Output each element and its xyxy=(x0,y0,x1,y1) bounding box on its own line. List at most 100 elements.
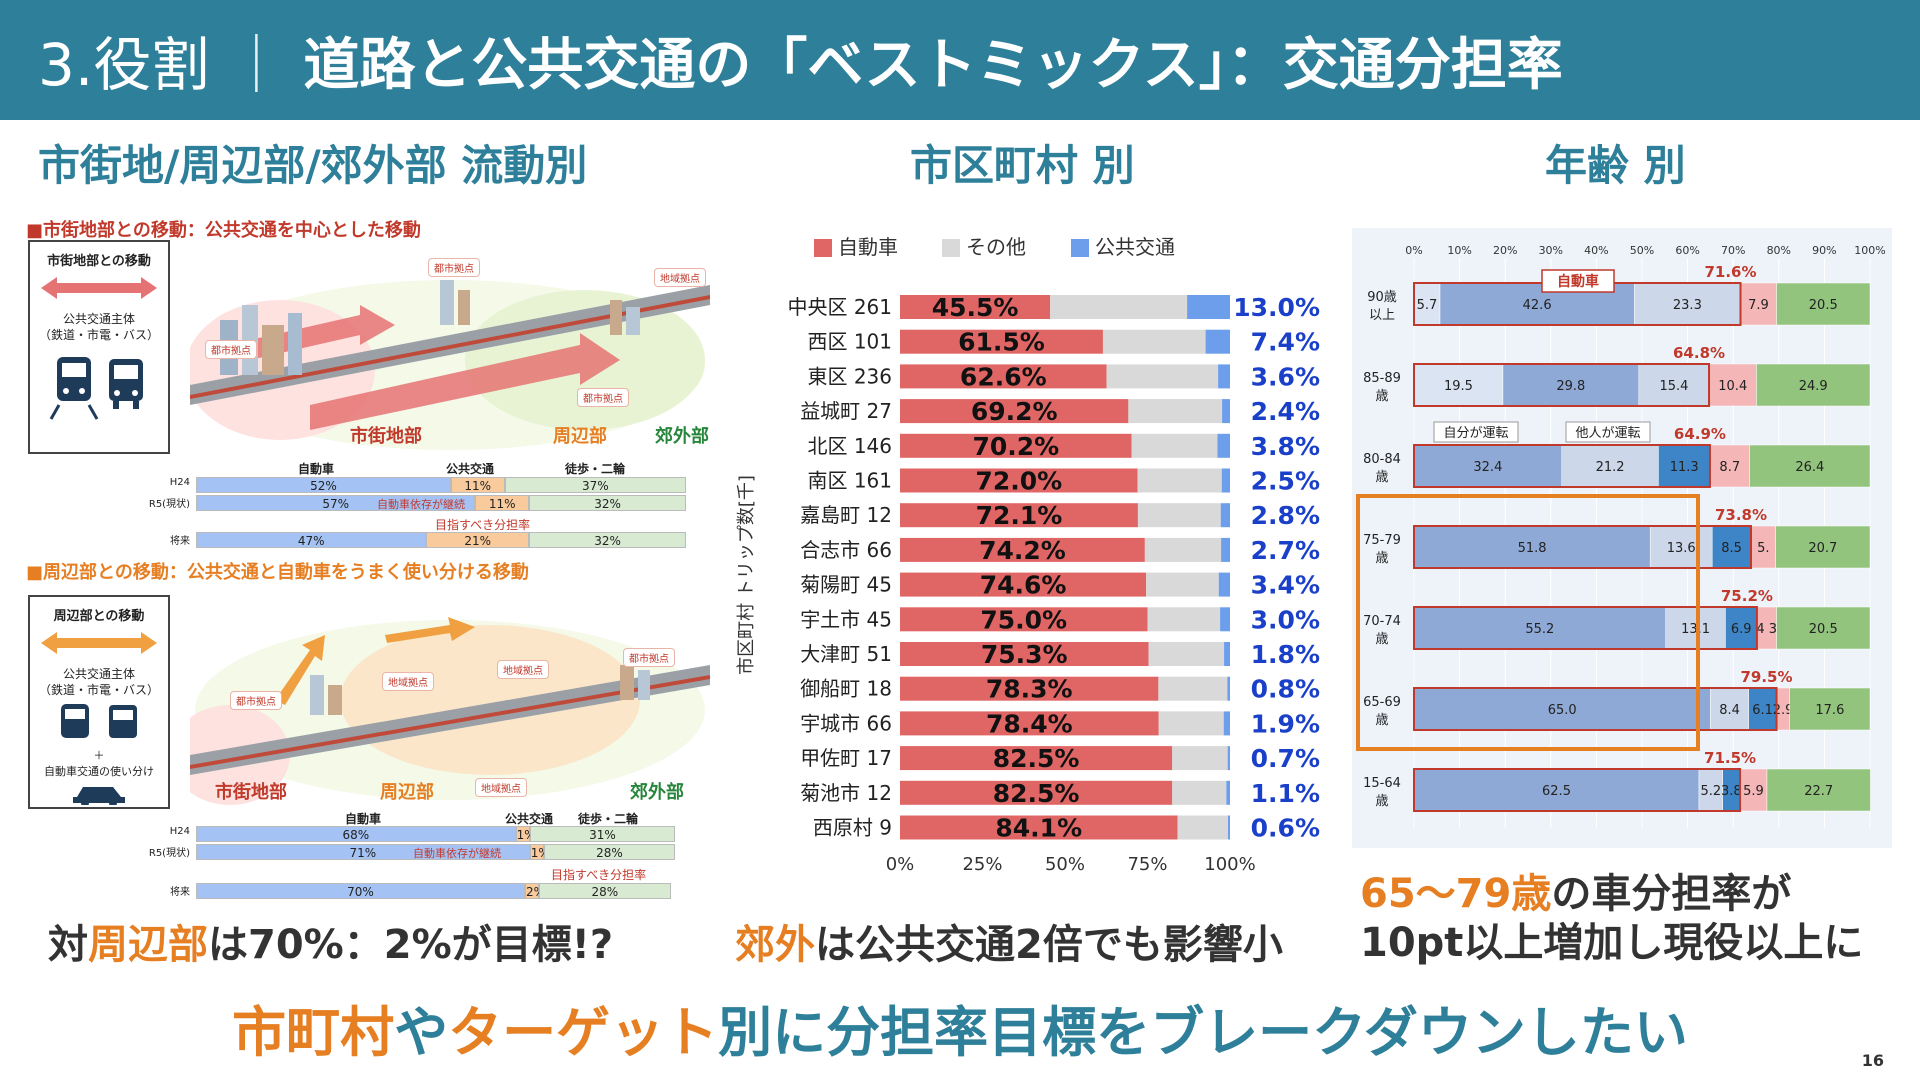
upper-row-label: 将来 xyxy=(170,536,190,547)
upper-tag-2: 地域拠点 xyxy=(654,268,706,287)
car-share-label: 84.1% xyxy=(995,814,1082,843)
bar-car xyxy=(900,572,1147,597)
bar-public xyxy=(1217,433,1230,458)
car-share-label: 69.2% xyxy=(971,397,1058,426)
upper-tag-3: 都市拠点 xyxy=(205,340,257,359)
bar-car xyxy=(900,537,1145,562)
car-total-label: 64.9% xyxy=(1674,425,1726,443)
car-total-label: 71.6% xyxy=(1704,263,1756,281)
x-tick-label: 50% xyxy=(1630,244,1654,257)
category-label: 菊池市 12 xyxy=(800,781,892,805)
age-segment-label: 29.8 xyxy=(1556,379,1585,394)
age-bar-segment xyxy=(1711,525,1752,569)
age-segment-label: 51.8 xyxy=(1518,541,1547,556)
car-share-label: 82.5% xyxy=(993,779,1080,808)
age-category-label: 75-79 xyxy=(1363,533,1401,548)
bar-public xyxy=(1218,364,1230,389)
lower-col-pt: 公共交通 xyxy=(505,812,554,826)
lower-row: R5(現状) 71% 1% 28% xyxy=(149,844,676,860)
x-tick-label: 100% xyxy=(1854,244,1885,257)
category-label: 大津町 51 xyxy=(800,642,892,666)
lower-seg-car: 68% xyxy=(196,826,516,842)
public-share-label: 3.8% xyxy=(1251,432,1320,461)
age-segment-label: 2.9 xyxy=(1773,703,1794,718)
bar-other xyxy=(1146,572,1219,597)
public-share-label: 1.1% xyxy=(1251,779,1320,808)
bar-public xyxy=(1224,642,1230,666)
age-segment-label: 7.9 xyxy=(1748,298,1769,313)
category-label: 甲佐町 17 xyxy=(800,746,892,770)
upper-row: H24 52% 11% 37% xyxy=(170,477,686,493)
x-tick-label: 30% xyxy=(1539,244,1563,257)
lower-box-sub-3: 自動車交通の使い分け xyxy=(44,765,154,779)
public-share-label: 0.7% xyxy=(1251,744,1320,773)
x-tick-label: 80% xyxy=(1767,244,1791,257)
lower-note: 自動車依存が継続 xyxy=(413,847,501,860)
upper-zone-peripheral: 周辺部 xyxy=(553,426,607,447)
age-bar-segment xyxy=(1709,444,1750,488)
upper-heading: ■市街地部との移動：公共交通を中心とした移動 xyxy=(26,220,421,241)
car-share-label: 82.5% xyxy=(993,744,1080,773)
car-total-label: 79.5% xyxy=(1740,668,1792,686)
age-segment-label: 26.4 xyxy=(1795,460,1824,475)
legend-swatch xyxy=(942,239,960,257)
public-share-label: 3.6% xyxy=(1251,362,1320,391)
upper-seg-walk: 32% xyxy=(529,495,686,511)
category-label: 東区 236 xyxy=(807,364,892,388)
car-total-label: 75.2% xyxy=(1721,587,1773,605)
age-segment-label: 22.7 xyxy=(1804,784,1833,799)
car-share-label: 75.0% xyxy=(980,605,1067,634)
bar-other xyxy=(1147,607,1221,632)
upper-seg-car: 47% xyxy=(196,532,427,548)
slide-header: 3.役割 ｜ 道路と公共交通の「ベストミックス」：交通分担率 xyxy=(0,0,1920,120)
age-segment-label: 42.6 xyxy=(1523,298,1552,313)
category-label: 中央区 261 xyxy=(787,295,892,319)
public-share-label: 3.0% xyxy=(1251,605,1320,634)
age-category-label: 15-64 xyxy=(1363,776,1401,791)
age-segment-label: 5.2 xyxy=(1701,784,1722,799)
age-bar-segment xyxy=(1740,282,1777,326)
legend-label: その他 xyxy=(966,235,1026,259)
age-category-label: 以上 xyxy=(1369,308,1395,323)
lower-target-label: 目指すべき分担率 xyxy=(551,868,647,882)
car-share-label: 45.5% xyxy=(932,293,1019,322)
car-total-outline xyxy=(1413,525,1752,569)
upper-seg-pt: 11% xyxy=(450,477,505,493)
lower-row-label: R5(現状) xyxy=(148,848,190,859)
upper-row: R5(現状) 57% 11% 32% xyxy=(149,495,686,511)
age-bar-segment xyxy=(1756,363,1871,407)
age-category-label: 歳 xyxy=(1375,470,1388,485)
bar-other xyxy=(1158,676,1228,701)
category-label: 益城町 27 xyxy=(800,399,892,423)
category-label: 西区 101 xyxy=(807,330,892,354)
x-tick-label: 0% xyxy=(1405,244,1422,257)
age-bar-segment xyxy=(1766,768,1871,812)
age-category-label: 65-69 xyxy=(1363,695,1401,710)
lower-heading: ■周辺部との移動：公共交通と自動車をうまく使い分ける移動 xyxy=(26,562,529,583)
category-label: 宇城市 66 xyxy=(800,711,892,735)
x-tick-label: 40% xyxy=(1584,244,1608,257)
legend-label: 公共交通 xyxy=(1095,235,1175,259)
age-segment-label: 8.5 xyxy=(1721,541,1742,556)
car-share-label: 78.4% xyxy=(986,709,1073,738)
lower-seg-pt: 2% xyxy=(525,883,546,899)
x-tick-label: 25% xyxy=(962,854,1002,875)
public-share-label: 13.0% xyxy=(1233,293,1320,322)
upper-seg-car: 57% xyxy=(196,495,476,511)
upper-box-sub-1: 公共交通主体 xyxy=(62,312,135,326)
age-segment-label: 15.4 xyxy=(1659,379,1688,394)
car-total-outline xyxy=(1413,606,1758,650)
age-category-label: 85-89 xyxy=(1363,371,1401,386)
self-drive-box xyxy=(1433,421,1519,443)
x-tick-label: 10% xyxy=(1447,244,1471,257)
lower-zone-peripheral: 周辺部 xyxy=(380,782,434,803)
upper-row: 将来 47% 21% 32% xyxy=(170,532,686,548)
age-segment-label: 8.7 xyxy=(1719,460,1740,475)
car-annotation-label: 自動車 xyxy=(1557,273,1599,290)
section-title-right: 年齢 別 xyxy=(1545,141,1686,190)
car-total-outline xyxy=(1413,363,1711,407)
age-segment-label: 32.4 xyxy=(1473,460,1502,475)
lower-row-label: H24 xyxy=(169,826,190,837)
age-segment-label: 21.2 xyxy=(1596,460,1625,475)
upper-target-label: 目指すべき分担率 xyxy=(435,518,531,532)
